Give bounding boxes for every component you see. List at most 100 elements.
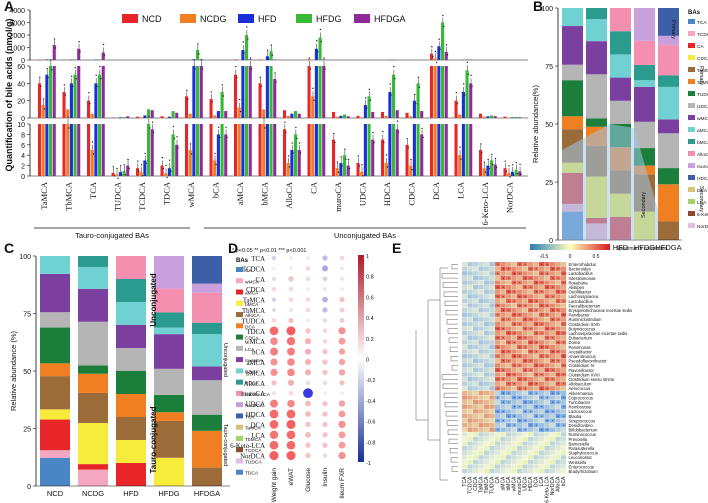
panel-e-sig-mark: * xyxy=(519,281,521,286)
panel-e-cell xyxy=(473,349,479,354)
panel-e-sig-mark: * xyxy=(508,299,510,304)
panel-e-cell xyxy=(555,390,561,396)
panel-d-dot-bca-4 xyxy=(338,348,346,355)
panel-d-dot-dca-2 xyxy=(305,421,311,428)
bar-hfdg-tbmca xyxy=(73,124,77,176)
panel-e-cell xyxy=(467,372,473,377)
panel-d-dot-ca-4 xyxy=(339,276,345,281)
panel-b-legend-swatch xyxy=(688,79,695,84)
data-point xyxy=(127,158,129,161)
panel-b-side-label-secondary: Secondary xyxy=(698,186,704,213)
data-point xyxy=(438,38,440,40)
bar-ncd-dca xyxy=(430,124,434,176)
y-tick-label: 8 xyxy=(21,132,25,139)
panel-b-stack-ncdg-7 xyxy=(586,41,607,75)
panel-e-cell xyxy=(544,390,550,396)
panel-e-cell xyxy=(550,427,556,432)
bar-hfd-bca xyxy=(216,134,220,176)
panel-b-legend-label-muroca: muroCA xyxy=(697,164,708,170)
panel-e-cell xyxy=(544,354,550,359)
bar-ncd-ca xyxy=(307,66,311,118)
panel-e-cell xyxy=(561,423,567,428)
bar-ncd-tcdca xyxy=(136,116,140,118)
bar-ncd-hdca xyxy=(381,139,385,176)
panel-e-cell xyxy=(473,464,479,469)
panel-c-stack-ncd-6 xyxy=(40,327,70,364)
panel-e-cell xyxy=(484,418,490,423)
panel-c-stack-ncdg-0 xyxy=(78,469,108,486)
data-point xyxy=(42,98,45,100)
panel-e-cell xyxy=(539,446,545,451)
panel-e-cell xyxy=(489,303,495,308)
bar-ncd-bmca xyxy=(258,124,262,176)
bar-hfdga-amca xyxy=(248,66,252,118)
panel-e-cell xyxy=(550,266,556,271)
panel-e-cell xyxy=(544,367,550,373)
panel-e-sig-mark: * xyxy=(530,308,532,313)
data-point xyxy=(288,166,291,168)
x-tick-label-ca: CA xyxy=(309,181,319,194)
panel-e-sig-mark: * xyxy=(497,354,499,359)
panel-e-cell xyxy=(467,289,473,294)
panel-e-cell xyxy=(528,427,534,432)
panel-e-cell xyxy=(522,418,528,423)
data-point xyxy=(393,65,395,68)
bar-hfd-tcdca xyxy=(143,160,147,176)
bar-hfdga-tcdca xyxy=(150,110,154,118)
panel-e-cell xyxy=(473,321,479,327)
panel-c-x-label-ncd: NCD xyxy=(47,489,64,498)
panel-e-row-label: Pseudoflavonifractor xyxy=(569,359,608,364)
panel-e-cell xyxy=(555,418,561,423)
panel-e-cell xyxy=(506,418,512,423)
panel-e-cell xyxy=(544,308,550,313)
panel-d-dot-tcdca-0 xyxy=(272,266,276,271)
panel-e-cell xyxy=(467,271,473,276)
panel-c-stack-hfdg-8 xyxy=(154,288,184,313)
panel-e-cell xyxy=(467,459,473,465)
panel-e-cell xyxy=(539,331,545,336)
panel-letter-e: E xyxy=(392,240,402,256)
panel-e-sig-mark: * xyxy=(524,285,526,290)
bar-hfdg-tudca xyxy=(122,170,126,176)
data-point xyxy=(242,41,244,43)
panel-e-cell xyxy=(478,354,484,359)
panel-c-legend-swatch xyxy=(236,345,243,351)
panel-e-dendrogram-branch xyxy=(443,291,458,297)
y-tick-label: 20 xyxy=(17,99,25,106)
panel-e-cell xyxy=(511,377,517,382)
panel-e-cell xyxy=(528,367,534,373)
panel-e-cell xyxy=(478,340,484,345)
panel-e-sig-mark: * xyxy=(552,294,554,299)
panel-e-cell xyxy=(539,294,545,299)
data-point xyxy=(259,76,262,79)
bar-hfd-muroca xyxy=(339,115,343,118)
panel-d-dot-alloca-0 xyxy=(271,380,277,386)
panel-d-dot-bca-2 xyxy=(304,348,312,355)
panel-e-sig-mark: * xyxy=(497,271,499,276)
bar-hfdg-alloca xyxy=(294,134,298,176)
panel-e-cell xyxy=(484,262,490,267)
panel-e-cell xyxy=(484,409,490,414)
panel-e-cell xyxy=(489,271,495,276)
panel-e-cell xyxy=(478,303,484,308)
panel-d-dot-cdca-2 xyxy=(306,287,310,292)
panel-e-cell xyxy=(462,266,468,271)
panel-e-cell xyxy=(478,294,484,299)
panel-e-sig-mark: * xyxy=(508,308,510,313)
bar-hfdg-dca xyxy=(441,66,445,118)
panel-e-sig-mark: * xyxy=(552,409,554,414)
panel-e-cell xyxy=(462,340,468,345)
panel-e-sig-mark: * xyxy=(541,354,543,359)
panel-e-cell xyxy=(539,469,545,474)
data-point xyxy=(166,176,168,179)
panel-e-cell xyxy=(550,390,556,396)
panel-e-cell xyxy=(550,423,556,428)
panel-e-cell xyxy=(495,321,501,327)
panel-d-dot-bmca-0 xyxy=(270,368,278,376)
panel-e-cell xyxy=(495,289,501,294)
bar-hfdg-hdca xyxy=(392,74,396,118)
panel-e-cell xyxy=(500,335,506,340)
panel-b-legend-label-6-keto-lca: 6-Keto-LCA xyxy=(697,212,708,218)
bar-ncdg-tbmca xyxy=(66,109,70,118)
panel-e-sig-mark: * xyxy=(497,313,499,318)
